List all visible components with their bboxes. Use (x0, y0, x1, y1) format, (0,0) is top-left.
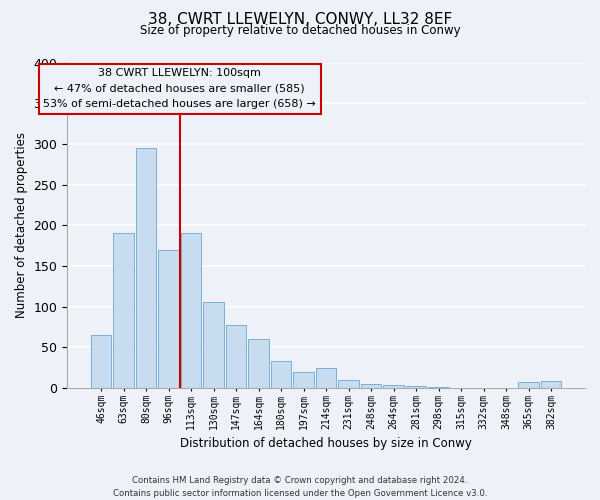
Bar (541, 380, 562, 388)
Bar (226, 325, 247, 388)
Bar (338, 380, 359, 388)
X-axis label: Distribution of detached houses by size in Conwy: Distribution of detached houses by size … (180, 437, 472, 450)
Bar (293, 372, 314, 388)
Text: Contains HM Land Registry data © Crown copyright and database right 2024.
Contai: Contains HM Land Registry data © Crown c… (113, 476, 487, 498)
Bar (361, 384, 382, 388)
Bar (248, 339, 269, 388)
Text: Size of property relative to detached houses in Conwy: Size of property relative to detached ho… (140, 24, 460, 37)
Bar (383, 384, 404, 388)
Bar (181, 234, 202, 388)
Bar (271, 361, 292, 388)
Bar (518, 382, 539, 388)
Bar (113, 234, 134, 388)
Bar (91, 335, 112, 388)
Y-axis label: Number of detached properties: Number of detached properties (15, 132, 28, 318)
Bar (406, 386, 427, 388)
Bar (136, 148, 157, 388)
Text: 38, CWRT LLEWELYN, CONWY, LL32 8EF: 38, CWRT LLEWELYN, CONWY, LL32 8EF (148, 12, 452, 28)
Bar (203, 302, 224, 388)
Bar (428, 387, 449, 388)
Text: 38 CWRT LLEWELYN: 100sqm
← 47% of detached houses are smaller (585)
53% of semi-: 38 CWRT LLEWELYN: 100sqm ← 47% of detach… (43, 68, 316, 110)
Bar (158, 250, 179, 388)
Bar (316, 368, 337, 388)
